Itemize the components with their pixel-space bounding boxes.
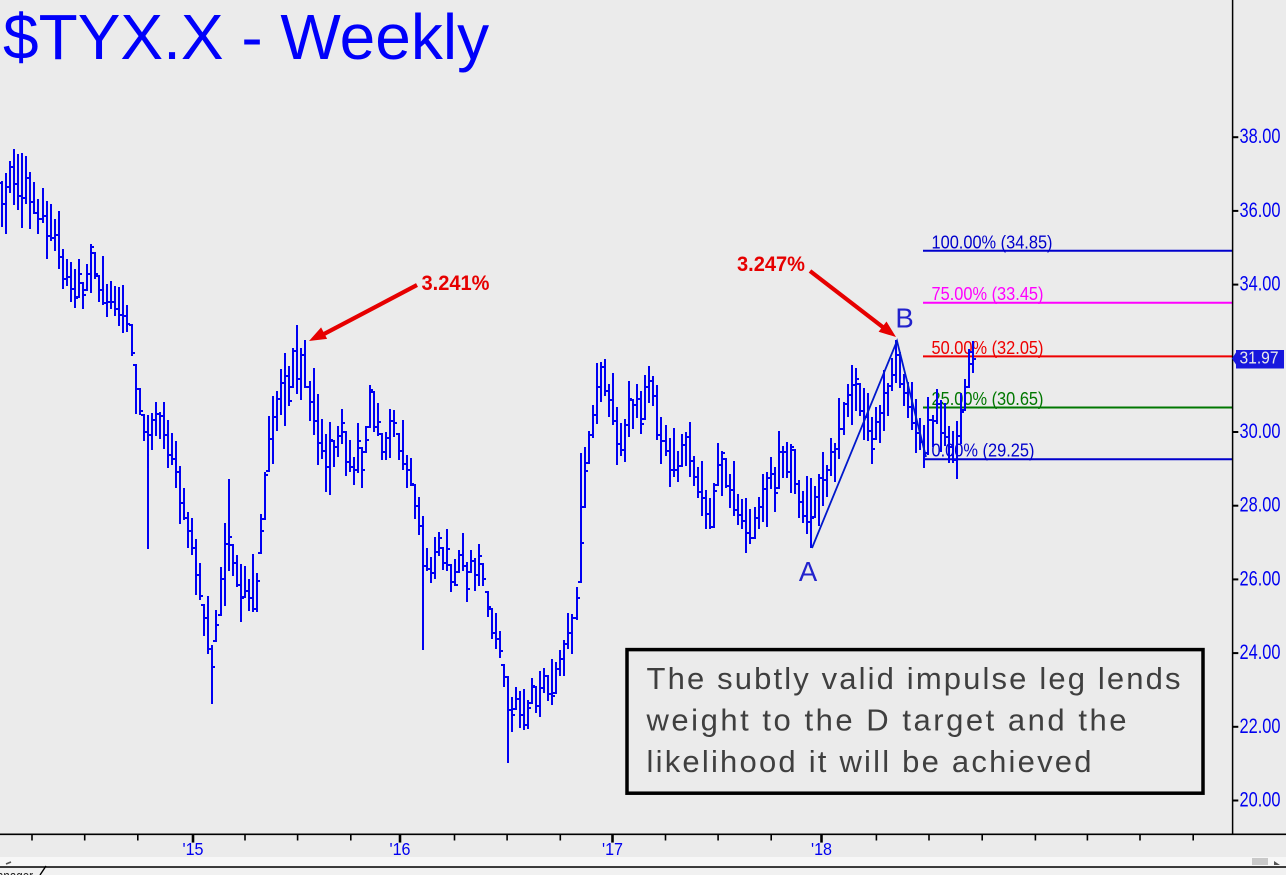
svg-text:25.00% (30.65): 25.00% (30.65) <box>932 389 1044 409</box>
svg-text:B: B <box>895 303 913 334</box>
svg-text:'15: '15 <box>183 839 204 859</box>
svg-text:34.00: 34.00 <box>1240 273 1281 296</box>
svg-text:'17: '17 <box>602 839 623 859</box>
svg-text:38.00: 38.00 <box>1240 125 1281 148</box>
svg-text:anager: anager <box>0 869 33 875</box>
svg-text:0.00% (29.25): 0.00% (29.25) <box>932 441 1035 461</box>
svg-text:50.00% (32.05): 50.00% (32.05) <box>932 338 1044 358</box>
svg-text:The subtly valid impulse leg l: The subtly valid impulse leg lends <box>647 661 1181 696</box>
svg-text:36.00: 36.00 <box>1240 199 1281 222</box>
svg-text:22.00: 22.00 <box>1240 715 1281 738</box>
svg-text:24.00: 24.00 <box>1240 641 1281 664</box>
svg-text:28.00: 28.00 <box>1240 494 1281 517</box>
svg-text:A: A <box>799 556 818 587</box>
svg-text:100.00% (34.85): 100.00% (34.85) <box>932 232 1053 252</box>
svg-text:30.00: 30.00 <box>1240 420 1281 443</box>
svg-text:75.00% (33.45): 75.00% (33.45) <box>932 284 1044 304</box>
svg-text:20.00: 20.00 <box>1240 789 1281 812</box>
svg-text:'16: '16 <box>390 839 411 859</box>
svg-text:31.97: 31.97 <box>1240 348 1279 368</box>
svg-text:'18: '18 <box>811 839 832 859</box>
svg-text:3.247%: 3.247% <box>737 253 805 276</box>
svg-text:3.241%: 3.241% <box>422 272 490 295</box>
svg-text:weight to the D target and the: weight to the D target and the <box>646 703 1127 738</box>
svg-text:$TYX.X - Weekly: $TYX.X - Weekly <box>3 1 489 73</box>
svg-text:likelihood it will be achieved: likelihood it will be achieved <box>647 744 1092 779</box>
svg-text:26.00: 26.00 <box>1240 567 1281 590</box>
